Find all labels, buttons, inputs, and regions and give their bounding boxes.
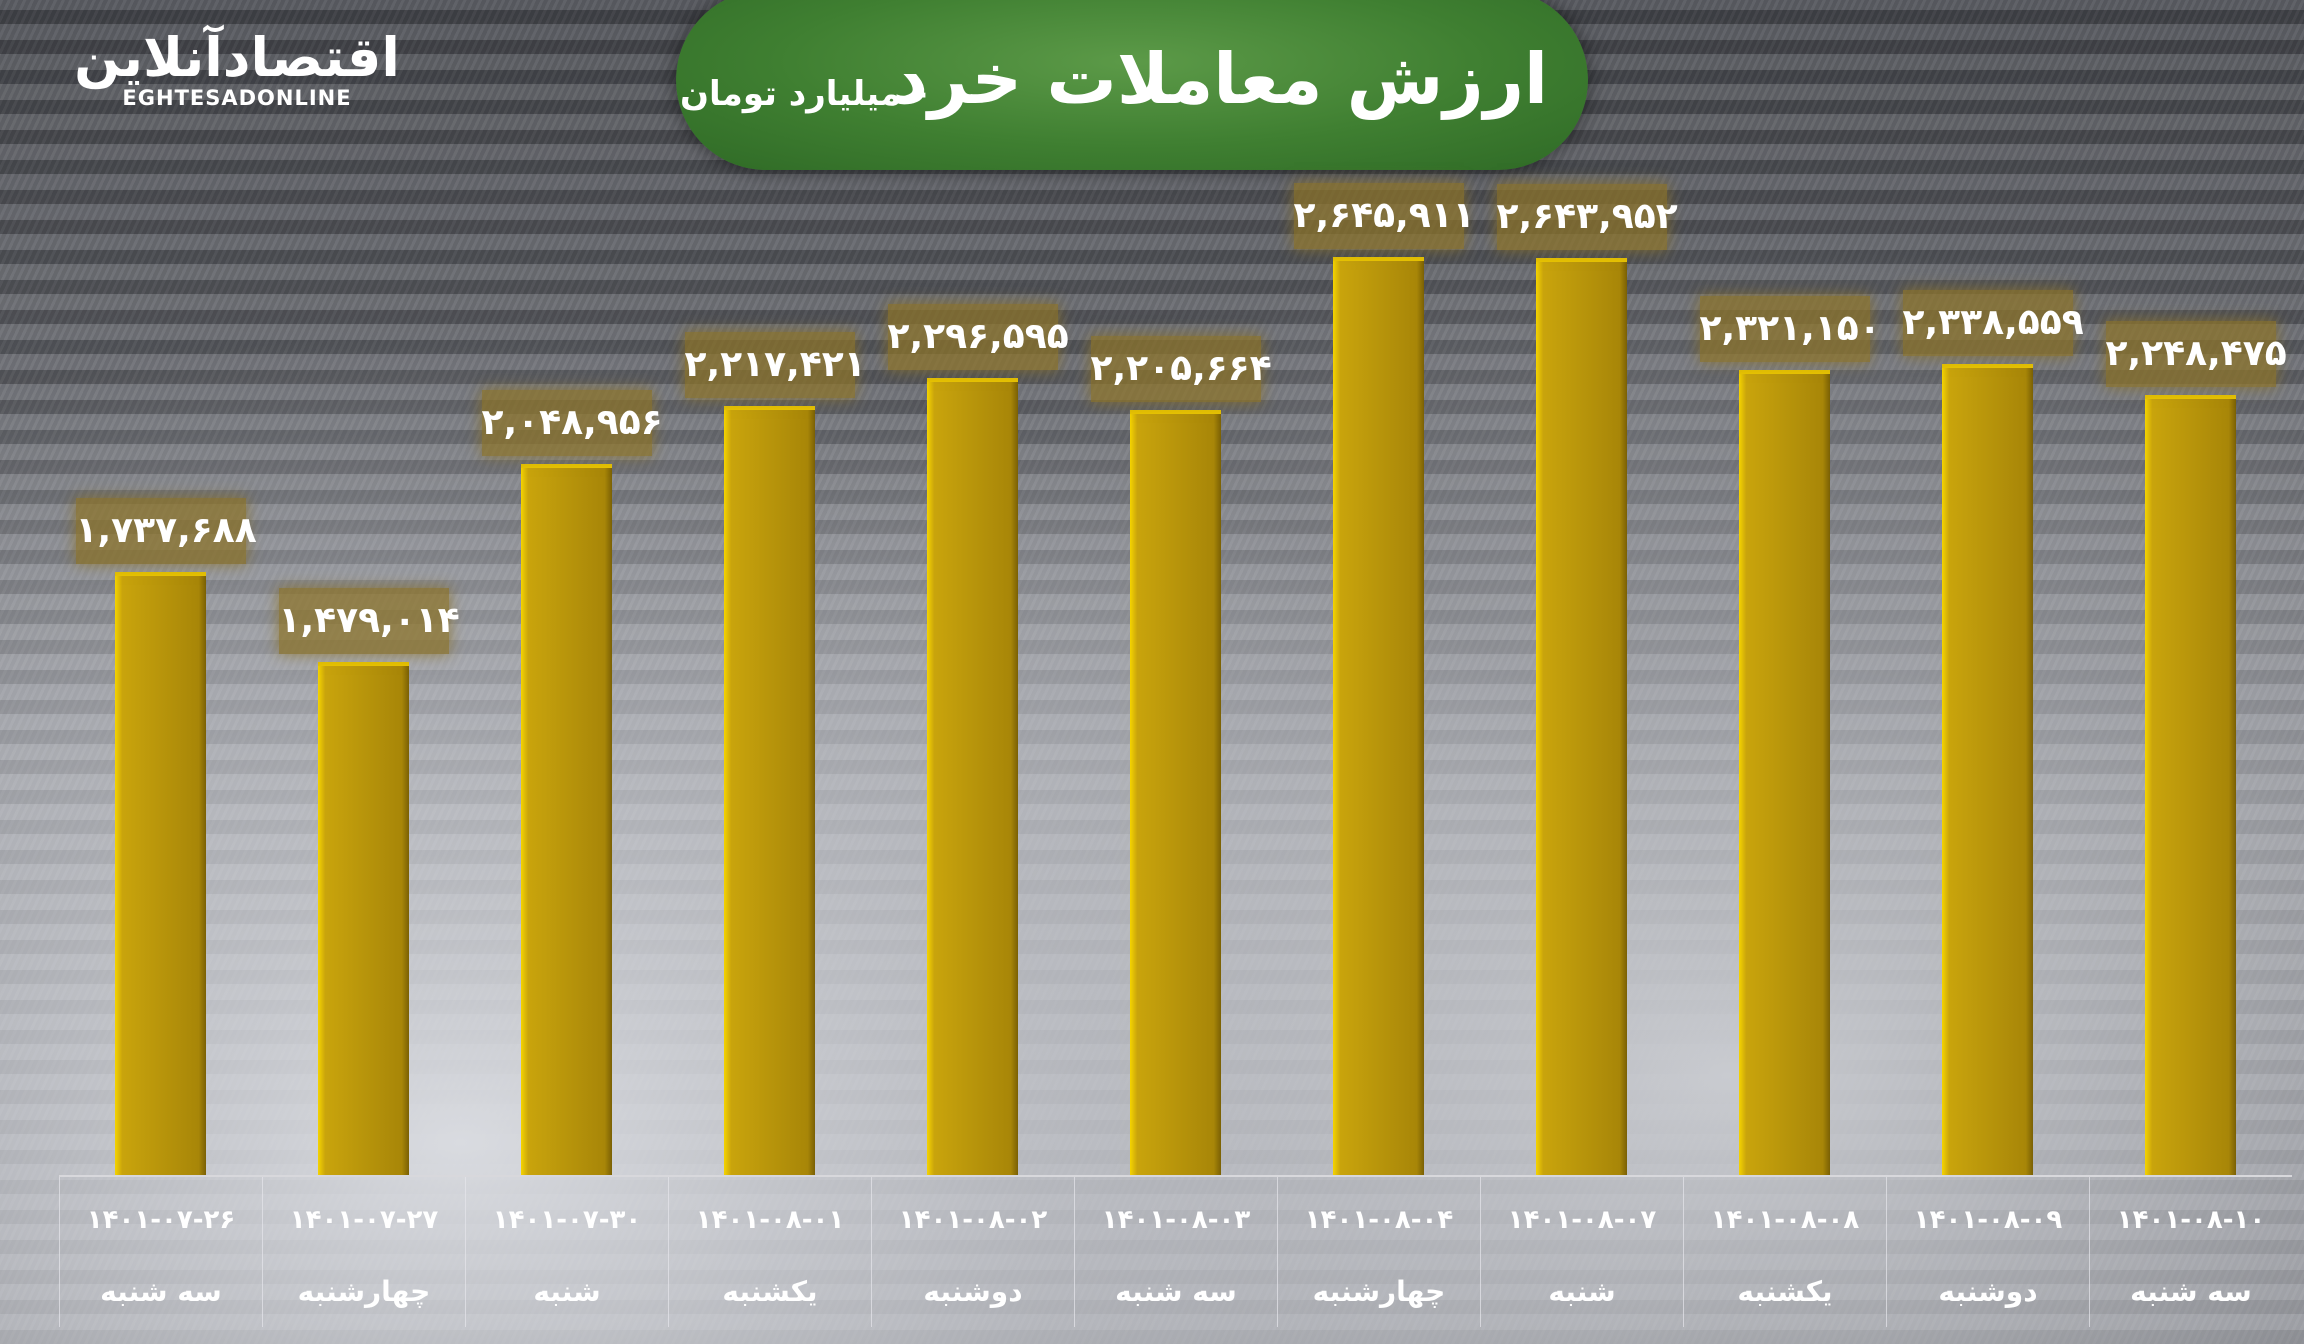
x-tick-label: ۱۴۰۱-۰۸-۱۰ [2116, 1205, 2266, 1235]
bar [318, 661, 409, 1175]
category-cell: ۱۴۰۱-۰۸-۰۱ یکشنبه [668, 1177, 871, 1327]
weekday-label: یکشنبه [722, 1275, 818, 1308]
bar [521, 464, 612, 1175]
weekday-label: دوشنبه [923, 1275, 1023, 1308]
data-label: ۲,۲۴۸,۴۷۵ [2105, 320, 2287, 387]
x-tick-label: ۱۴۰۱-۰۷-۲۷ [289, 1205, 439, 1235]
data-label: ۱,۷۳۷,۶۸۸ [75, 498, 257, 565]
data-label: ۲,۳۲۱,۱۵۰ [1699, 295, 1881, 362]
data-label: ۲,۲۱۷,۴۲۱ [684, 331, 866, 398]
x-tick-label: ۱۴۰۱-۰۸-۰۷ [1507, 1205, 1657, 1235]
x-tick-label: ۱۴۰۱-۰۸-۰۳ [1101, 1205, 1251, 1235]
weekday-label: یکشنبه [1737, 1275, 1833, 1308]
weekday-label: دوشنبه [1938, 1275, 2038, 1308]
chart-title: ارزش معاملات خرد [892, 38, 1548, 120]
logo: اقتصادآنلاین EGHTESADONLINE [62, 26, 412, 146]
x-tick-label: ۱۴۰۱-۰۷-۳۰ [492, 1205, 642, 1235]
bar [1333, 257, 1424, 1175]
weekday-label: شنبه [1548, 1275, 1616, 1308]
x-tick-label: ۱۴۰۱-۰۸-۰۱ [695, 1205, 845, 1235]
category-cell: ۱۴۰۱-۰۸-۰۳ سه شنبه [1074, 1177, 1277, 1327]
weekday-label: شنبه [533, 1275, 601, 1308]
weekday-label: سه شنبه [2130, 1275, 2252, 1308]
x-tick-label: ۱۴۰۱-۰۷-۲۶ [86, 1205, 236, 1235]
data-label: ۲,۲۰۵,۶۶۴ [1090, 335, 1272, 402]
x-tick-label: ۱۴۰۱-۰۸-۰۹ [1913, 1205, 2063, 1235]
weekday-label: سه شنبه [1115, 1275, 1237, 1308]
category-cell: ۱۴۰۱-۰۸-۰۷ شنبه [1480, 1177, 1683, 1327]
category-cell: ۱۴۰۱-۰۸-۰۸ یکشنبه [1683, 1177, 1886, 1327]
bar [1739, 369, 1830, 1175]
logo-fa: اقتصادآنلاین [74, 26, 400, 89]
bar [115, 572, 206, 1175]
category-table: ۱۴۰۱-۰۷-۲۶ سه شنبه ۱۴۰۱-۰۷-۲۷ چهارشنبه ۱۴۰۱-… [59, 1175, 2292, 1327]
weekday-label: سه شنبه [100, 1275, 222, 1308]
bar [2145, 394, 2236, 1175]
data-label: ۲,۲۹۶,۵۹۵ [887, 304, 1069, 371]
x-tick-label: ۱۴۰۱-۰۸-۰۸ [1710, 1205, 1860, 1235]
data-label: ۲,۶۴۵,۹۱۱ [1293, 183, 1475, 249]
category-cell: ۱۴۰۱-۰۷-۲۷ چهارشنبه [262, 1177, 465, 1327]
chart-unit: - میلیارد تومان [680, 74, 928, 114]
category-cell: ۱۴۰۱-۰۷-۲۶ سه شنبه [59, 1177, 262, 1327]
category-cell: ۱۴۰۱-۰۷-۳۰ شنبه [465, 1177, 668, 1327]
bar [1536, 257, 1627, 1175]
x-tick-label: ۱۴۰۱-۰۸-۰۲ [898, 1205, 1048, 1235]
x-tick-label: ۱۴۰۱-۰۸-۰۴ [1304, 1205, 1454, 1235]
title-banner: ارزش معاملات خرد - میلیارد تومان [676, 0, 1588, 170]
data-label: ۲,۳۳۸,۵۵۹ [1902, 289, 2084, 356]
category-cell: ۱۴۰۱-۰۸-۰۹ دوشنبه [1886, 1177, 2089, 1327]
logo-en: EGHTESADONLINE [122, 86, 352, 110]
category-cell: ۱۴۰۱-۰۸-۰۲ دوشنبه [871, 1177, 1074, 1327]
bar [1130, 409, 1221, 1175]
weekday-label: چهارشنبه [297, 1275, 431, 1308]
data-label: ۱,۴۷۹,۰۱۴ [278, 587, 460, 654]
bar [1942, 363, 2033, 1175]
category-cell: ۱۴۰۱-۰۸-۱۰ سه شنبه [2089, 1177, 2292, 1327]
weekday-label: چهارشنبه [1312, 1275, 1446, 1308]
data-label: ۲,۰۴۸,۹۵۶ [481, 390, 663, 457]
bar [724, 405, 815, 1175]
data-label: ۲,۶۴۳,۹۵۲ [1496, 183, 1678, 250]
bar [927, 378, 1018, 1175]
category-cell: ۱۴۰۱-۰۸-۰۴ چهارشنبه [1277, 1177, 1480, 1327]
